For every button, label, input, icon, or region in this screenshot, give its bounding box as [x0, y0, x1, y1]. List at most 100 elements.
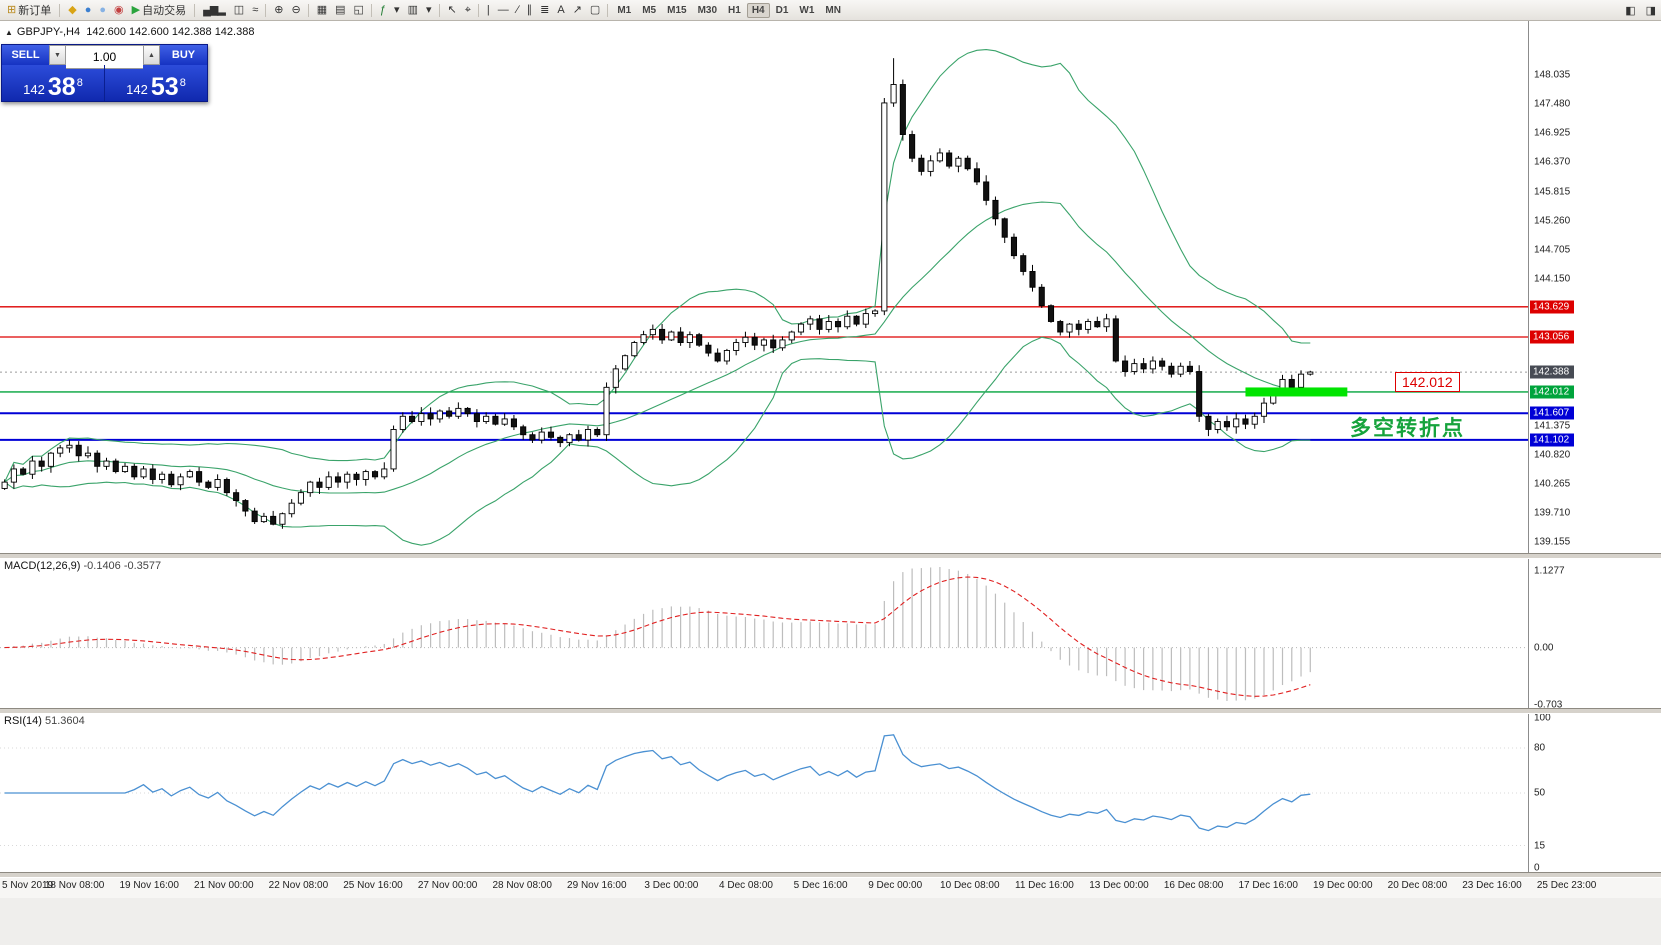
navigator-button[interactable]: ◨	[1645, 4, 1656, 17]
toolbar-separator	[607, 3, 609, 17]
sell-price-pips: 38	[47, 72, 76, 101]
timeframe-h1-button[interactable]: H1	[728, 4, 741, 16]
rsi-name: RSI(14)	[4, 715, 42, 727]
equidistant-channel-button[interactable]: ∥	[523, 1, 536, 20]
price-tick: 141.375	[1534, 420, 1571, 431]
zoom-in-button[interactable]: ⊕	[270, 1, 286, 20]
templates-list-button[interactable]: ▾	[422, 1, 435, 20]
price-tick: 146.370	[1534, 156, 1571, 168]
fibonacci-icon: ≣	[540, 3, 549, 16]
timeframe-m1-button[interactable]: M1	[617, 4, 632, 16]
search-button[interactable]: ◉	[110, 1, 127, 20]
macd-axis-label: 0.00	[1534, 642, 1554, 654]
time-tick: 5 Dec 16:00	[793, 880, 848, 891]
crosshair-button[interactable]: ⌖	[461, 1, 474, 20]
vertical-line-button[interactable]: |	[483, 1, 493, 20]
time-tick: 29 Nov 16:00	[567, 880, 627, 891]
community-button[interactable]: ●	[95, 1, 109, 20]
line-chart-button[interactable]: ≈	[248, 1, 261, 20]
shapes-button[interactable]: ▢	[586, 1, 603, 20]
price-tick: 145.260	[1534, 215, 1571, 227]
panel-separator[interactable]	[0, 553, 1661, 559]
candlestick-chart-button[interactable]: ◫	[230, 1, 247, 20]
time-tick: 4 Dec 08:00	[719, 880, 773, 891]
track-chart-button[interactable]: ◱	[350, 1, 367, 20]
macd-axis-label: -0.703	[1534, 699, 1563, 711]
price-tick: 140.265	[1534, 478, 1571, 490]
timeframe-w1-button[interactable]: W1	[799, 4, 815, 16]
vertical-line-icon: |	[486, 3, 490, 16]
time-tick: 27 Nov 00:00	[417, 880, 478, 891]
time-tick: 5 Nov 2019	[2, 880, 54, 891]
timeframe-m30-button[interactable]: M30	[697, 4, 718, 16]
auto-arrange-button[interactable]: ▤	[331, 1, 348, 20]
new-order-icon: ⊞	[7, 3, 16, 16]
time-axis[interactable]: 5 Nov 2019 18 Nov 08:00 19 Nov 16:00 21 Nov…	[0, 876, 1661, 898]
sell-price-whole: 142	[23, 82, 45, 98]
price-badge: 142.388	[1530, 365, 1575, 379]
chart-title: ▲ GBPJPY-,H4 142.600 142.600 142.388 142.…	[5, 26, 254, 38]
metaeditor-button[interactable]: ◆	[64, 1, 79, 20]
price-tick: 146.925	[1534, 127, 1571, 139]
tile-windows-button[interactable]: ▦	[313, 1, 330, 20]
time-tick: 23 Dec 16:00	[1462, 880, 1522, 891]
price-tick: 140.820	[1534, 449, 1571, 461]
price-level-flag[interactable]: 142.012	[1395, 372, 1460, 392]
time-tick: 20 Dec 08:00	[1387, 880, 1448, 891]
cursor-button[interactable]: ↖	[444, 1, 460, 20]
bar-chart-button[interactable]: ▄▆▂	[199, 1, 229, 20]
indicators-button[interactable]: ƒ	[376, 1, 389, 20]
time-tick: 25 Dec 23:00	[1536, 880, 1597, 891]
cursor-icon: ↖	[447, 3, 457, 16]
indicators-list-button[interactable]: ▾	[390, 1, 403, 20]
community-icon: ●	[99, 3, 106, 16]
market-icon: ●	[84, 3, 92, 16]
new-order-button[interactable]: ⊞ 新订单	[3, 1, 55, 20]
zoom-out-icon: ⊖	[291, 3, 300, 16]
timeframe-mn-button[interactable]: MN	[825, 4, 841, 16]
macd-label: MACD(12,26,9) -0.1406 -0.3577	[4, 560, 161, 572]
volume-decrease-button[interactable]: ▼	[49, 45, 66, 65]
buy-price[interactable]: 142 53 8	[105, 65, 207, 101]
autotrade-button[interactable]: ▶ 自动交易	[128, 1, 190, 20]
zoom-out-button[interactable]: ⊖	[287, 1, 303, 20]
toolbar-separator	[59, 3, 61, 17]
trendline-button[interactable]: ∕	[513, 1, 522, 20]
horizontal-line-button[interactable]: —	[494, 1, 512, 20]
line-chart-icon: ≈	[252, 3, 258, 16]
turning-point-note[interactable]: 多空转折点	[1350, 417, 1465, 441]
buy-button[interactable]: BUY	[160, 45, 207, 65]
sell-price[interactable]: 142 38 8	[2, 65, 105, 101]
rsi-value: 51.3604	[44, 715, 85, 727]
volume-increase-button[interactable]: ▲	[143, 45, 160, 65]
rsi-plot[interactable]	[0, 712, 1528, 872]
text-label-icon: A	[557, 3, 564, 16]
timeframe-m5-button[interactable]: M5	[642, 4, 657, 16]
arrow-tools-button[interactable]: ↗	[569, 1, 585, 20]
collapse-triangle-icon[interactable]: ▲	[5, 28, 13, 37]
time-tick: 10 Dec 08:00	[940, 880, 1000, 891]
main-chart-plot[interactable]	[0, 20, 1528, 553]
panel-separator[interactable]	[0, 708, 1661, 714]
time-tick: 3 Dec 00:00	[644, 880, 699, 891]
sell-button[interactable]: SELL	[2, 45, 49, 65]
timeframe-h4-button[interactable]: H4	[746, 2, 770, 18]
toolbar-right-group: ◧ ◨	[1621, 1, 1661, 20]
panel-separator[interactable]	[0, 872, 1661, 878]
text-label-button[interactable]: A	[553, 1, 567, 20]
data-window-button[interactable]: ◧	[1625, 4, 1636, 17]
time-tick: 17 Dec 16:00	[1238, 880, 1298, 891]
price-axis[interactable]: 148.035 147.480 146.925 146.370 145.815 145.2…	[1528, 20, 1661, 874]
time-tick: 9 Dec 00:00	[868, 880, 923, 891]
time-tick: 19 Nov 16:00	[119, 880, 179, 891]
market-button[interactable]: ●	[81, 1, 95, 20]
price-tick: 144.705	[1534, 244, 1571, 256]
timeframe-m15-button[interactable]: M15	[667, 4, 687, 16]
timeframe-d1-button[interactable]: D1	[775, 4, 789, 16]
templates-button[interactable]: ▥	[404, 1, 421, 20]
macd-plot[interactable]	[0, 557, 1528, 708]
chart-window[interactable]: ▲ GBPJPY-,H4 142.600 142.600 142.388 142.…	[0, 20, 1661, 945]
fibonacci-button[interactable]: ≣	[536, 1, 552, 20]
price-tick: 139.155	[1534, 536, 1571, 548]
